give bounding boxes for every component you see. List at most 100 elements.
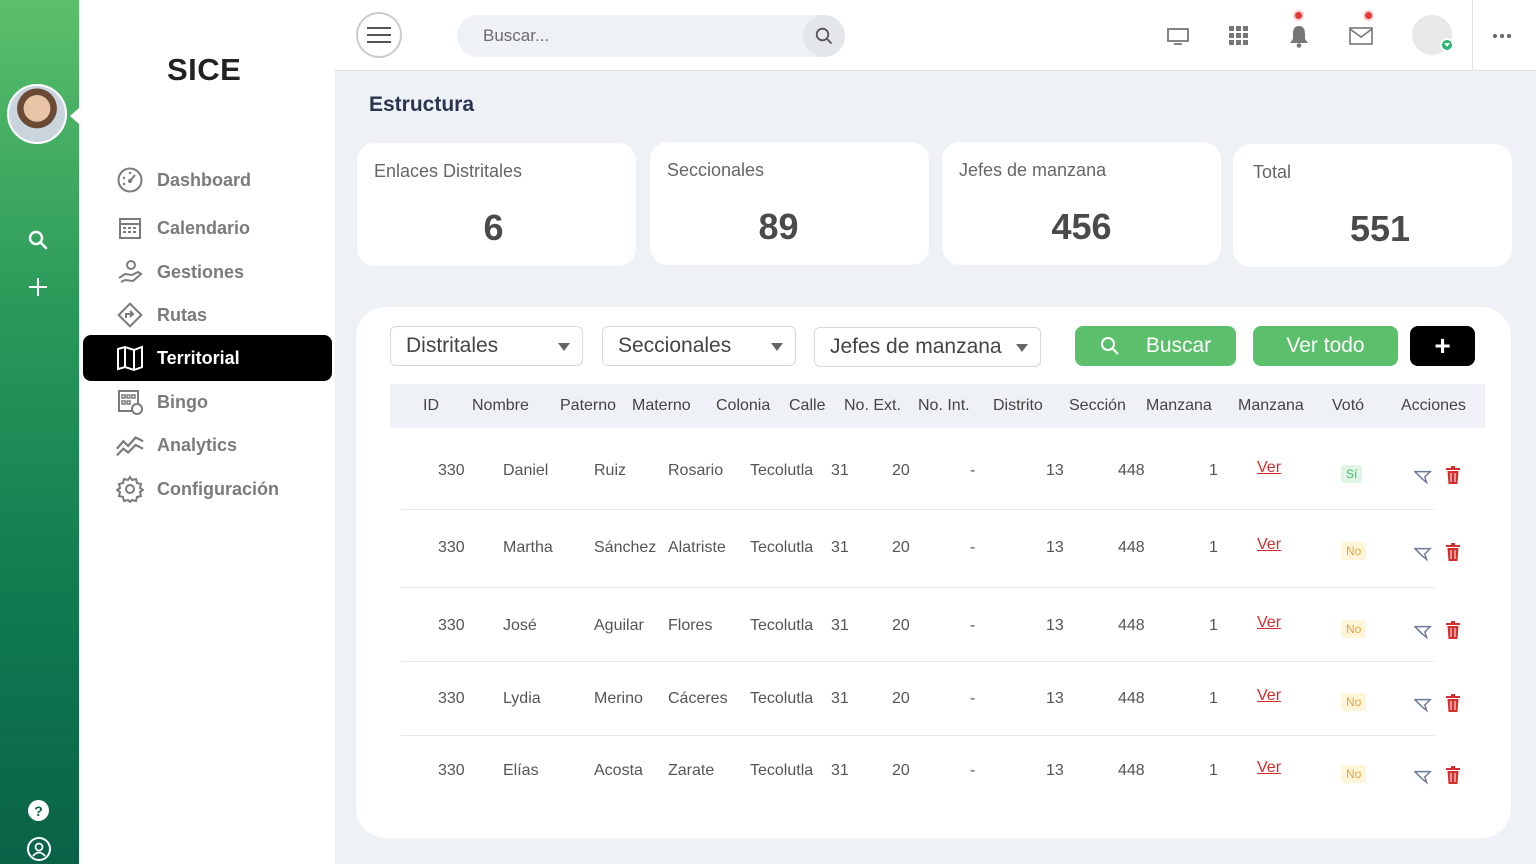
col-paterno: Paterno	[560, 397, 617, 414]
edit-icon[interactable]	[1414, 467, 1432, 487]
stat-label: Enlaces Distritales	[374, 161, 523, 181]
avatar[interactable]	[7, 84, 67, 144]
cell-paterno: Sánchez	[594, 539, 657, 556]
stat-label: Total	[1253, 162, 1292, 182]
trash-icon[interactable]	[1444, 620, 1462, 640]
ver-manzana-link[interactable]: Ver	[1257, 536, 1282, 553]
chevron-down-icon	[1440, 38, 1454, 52]
jefes-select[interactable]: Jefes de manzana	[814, 327, 1041, 367]
trash-icon[interactable]	[1444, 465, 1462, 485]
col-materno: Materno	[632, 397, 691, 414]
cell-id: 330	[438, 462, 465, 479]
search-input[interactable]	[457, 15, 807, 57]
buscar-button[interactable]: Buscar	[1075, 326, 1236, 366]
ver-todo-button[interactable]: Ver todo	[1253, 326, 1398, 366]
cell-int: -	[970, 462, 976, 479]
sidebar-item-configuracion[interactable]: Configuración	[83, 467, 332, 511]
col-no-int: No. Int.	[918, 397, 970, 414]
app-rail: ?	[0, 0, 79, 864]
voto-badge: No	[1341, 765, 1367, 783]
cell-materno: Flores	[668, 617, 713, 634]
plus-icon: +	[1434, 330, 1451, 361]
search-button[interactable]	[803, 15, 845, 57]
table-row: 330 Lydia Merino Cáceres Tecolutla 31 20 - 13 448…	[390, 661, 1485, 735]
cell-id: 330	[438, 617, 465, 634]
stat-value: 89	[758, 206, 799, 247]
edit-icon[interactable]	[1414, 695, 1432, 715]
distritales-select[interactable]: Distritales	[390, 326, 583, 366]
stat-value: 551	[1349, 208, 1411, 249]
search-icon	[1100, 337, 1119, 355]
monitor-icon[interactable]	[1162, 20, 1194, 52]
sidebar-item-analytics[interactable]: Analytics	[83, 423, 332, 467]
cell-paterno: Aguilar	[594, 617, 644, 634]
cell-distrito: 13	[1046, 690, 1064, 707]
cell-materno: Rosario	[668, 462, 724, 479]
row-divider	[401, 587, 1435, 588]
cell-calle: 31	[831, 762, 849, 779]
voto-badge: No	[1341, 620, 1367, 638]
cell-seccion: 448	[1118, 462, 1145, 479]
sidebar-item-rutas[interactable]: Rutas	[83, 293, 332, 337]
cell-id: 330	[438, 762, 465, 779]
col-colonia: Colonia	[716, 397, 771, 414]
ver-manzana-link[interactable]: Ver	[1257, 687, 1282, 704]
stat-value: 456	[1051, 206, 1112, 247]
edit-icon[interactable]	[1414, 544, 1432, 564]
chevron-down-icon	[558, 343, 570, 351]
trash-icon[interactable]	[1444, 765, 1462, 785]
stat-value: 6	[483, 207, 504, 248]
hamburger-menu-button[interactable]	[356, 12, 402, 58]
cell-nombre: Lydia	[503, 690, 541, 707]
sidebar-item-gestiones[interactable]: Gestiones	[83, 250, 332, 294]
profile-avatar[interactable]	[1412, 15, 1454, 55]
analytics-icon	[115, 430, 145, 460]
stat-label: Jefes de manzana	[959, 160, 1107, 180]
cell-colonia: Tecolutla	[750, 462, 814, 479]
trash-icon[interactable]	[1444, 693, 1462, 713]
sidebar-item-bingo[interactable]: Bingo	[83, 380, 332, 424]
help-icon[interactable]: ?	[28, 800, 49, 821]
cell-seccion: 448	[1118, 539, 1145, 556]
button-label: Ver todo	[1286, 334, 1365, 357]
sidebar-item-calendario[interactable]: Calendario	[83, 206, 332, 250]
cell-manzana: 1	[1209, 617, 1218, 634]
select-value: Distritales	[406, 334, 499, 357]
col-seccion: Sección	[1069, 397, 1126, 414]
add-button[interactable]: +	[1410, 326, 1475, 366]
sidebar-item-territorial[interactable]: Territorial	[83, 335, 332, 381]
speedometer-icon	[115, 165, 145, 195]
chevron-down-icon	[1016, 344, 1028, 352]
cell-calle: 31	[831, 690, 849, 707]
cell-calle: 31	[831, 539, 849, 556]
cell-nombre: Elías	[503, 762, 539, 779]
ver-manzana-link[interactable]: Ver	[1257, 759, 1282, 776]
cell-seccion: 448	[1118, 690, 1145, 707]
user-account-icon[interactable]	[27, 837, 51, 861]
cell-seccion: 448	[1118, 617, 1145, 634]
col-nombre: Nombre	[472, 397, 529, 414]
structure-table-panel: Distritales Seccionales Jefes de manzana…	[356, 307, 1511, 838]
bell-icon[interactable]	[1283, 20, 1315, 52]
col-no-ext: No. Ext.	[844, 397, 901, 414]
plus-icon[interactable]	[24, 273, 52, 301]
ver-manzana-link[interactable]: Ver	[1257, 459, 1282, 476]
cell-calle: 31	[831, 462, 849, 479]
voto-badge: No	[1341, 693, 1367, 711]
apps-grid-icon[interactable]	[1223, 20, 1255, 52]
sidebar-item-dashboard[interactable]: Dashboard	[83, 158, 332, 202]
table-header: ID Nombre Paterno Materno Colonia Calle …	[390, 384, 1485, 428]
voto-badge: No	[1341, 542, 1367, 560]
sidebar-item-label: Calendario	[157, 217, 251, 238]
trash-icon[interactable]	[1444, 542, 1462, 562]
mail-icon[interactable]	[1345, 20, 1377, 52]
search-icon[interactable]	[24, 226, 52, 254]
table-row: 330 José Aguilar Flores Tecolutla 31 20 - 13 448 1…	[390, 588, 1485, 662]
edit-icon[interactable]	[1414, 767, 1432, 787]
cell-calle: 31	[831, 617, 849, 634]
row-divider	[401, 735, 1435, 736]
seccionales-select[interactable]: Seccionales	[602, 326, 796, 366]
more-options-icon[interactable]	[1486, 20, 1518, 52]
edit-icon[interactable]	[1414, 622, 1432, 642]
ver-manzana-link[interactable]: Ver	[1257, 614, 1282, 631]
